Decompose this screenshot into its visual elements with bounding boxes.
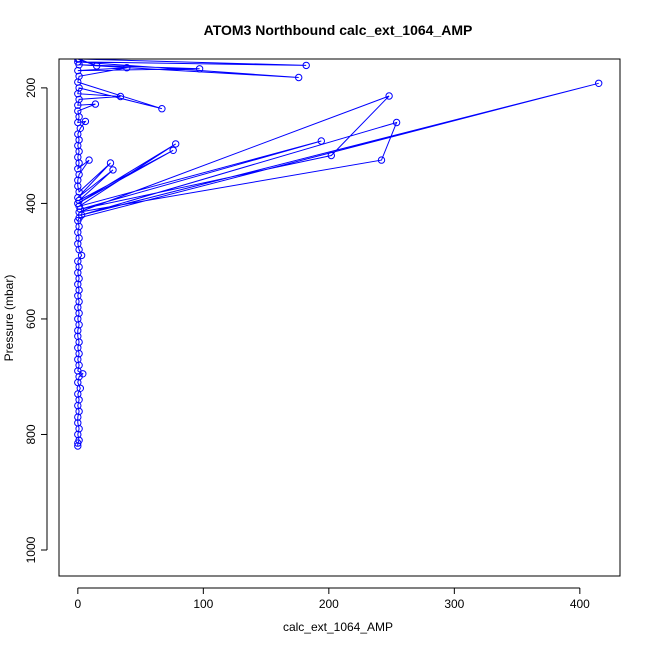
data-point — [85, 156, 93, 164]
data-point — [123, 64, 131, 72]
x-axis-label: calc_ext_1064_AMP — [283, 620, 393, 634]
data-point — [385, 92, 393, 100]
x-tick-label: 300 — [444, 597, 464, 611]
y-tick-label: 1000 — [24, 536, 38, 563]
data-point — [327, 151, 335, 160]
chart-title: ATOM3 Northbound calc_ext_1064_AMP — [204, 22, 473, 38]
data-point — [116, 92, 125, 101]
y-tick-label: 200 — [24, 78, 38, 98]
data-point — [81, 117, 90, 126]
data-point — [302, 61, 310, 70]
x-tick-label: 100 — [193, 597, 213, 611]
data-point — [74, 182, 82, 190]
data-point — [106, 159, 115, 167]
data-point — [74, 107, 82, 115]
data-point — [74, 59, 82, 63]
data-point — [169, 146, 177, 155]
x-tick-label: 400 — [570, 597, 590, 611]
plot-frame — [58, 58, 621, 577]
data-point — [158, 105, 166, 113]
y-axis-label: Pressure (mbar) — [2, 275, 16, 362]
data-point — [109, 166, 117, 174]
y-tick-label: 800 — [24, 424, 38, 444]
data-point — [74, 419, 82, 427]
data-point — [295, 73, 303, 82]
y-tick-label: 400 — [24, 193, 38, 213]
data-point — [595, 79, 603, 88]
data-point — [93, 62, 101, 70]
data-point — [172, 140, 180, 148]
axis-layer: 0 100 200 300 400 200 400 600 800 1000 — [24, 78, 590, 611]
data-point — [74, 332, 82, 340]
x-tick-label: 0 — [74, 597, 81, 611]
plot-layer — [74, 59, 603, 450]
data-point — [392, 118, 401, 127]
data-point — [317, 137, 325, 145]
data-point — [74, 257, 82, 265]
y-tick-label: 600 — [24, 309, 38, 329]
x-tick-label: 200 — [319, 597, 339, 611]
data-point — [377, 156, 386, 164]
series-line — [77, 59, 599, 446]
data-point — [91, 100, 100, 108]
data-point — [195, 65, 204, 73]
